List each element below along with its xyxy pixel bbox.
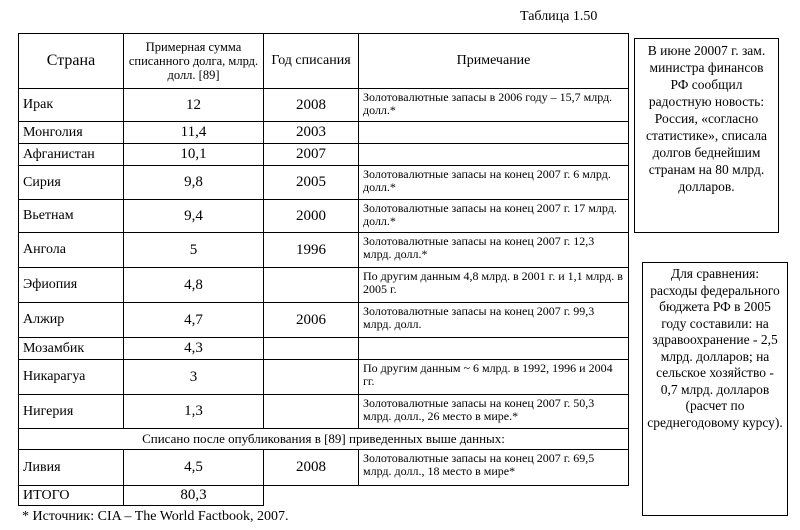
- table-cell: 9,8: [123, 165, 264, 200]
- side-box: В июне 20007 г. зам. министра финансов Р…: [634, 38, 779, 233]
- table-row: Монголия 11,4 2003: [18, 121, 629, 144]
- table-cell: 10,1: [123, 143, 264, 166]
- debt-table: Страна Примерная сумма списанного долга, …: [18, 33, 629, 506]
- table-cell: 5: [123, 232, 264, 268]
- table-cell: [263, 394, 359, 429]
- table-cell: 80,3: [123, 485, 264, 506]
- table-cell: Вьетнам: [18, 199, 124, 233]
- table-cell: 2008: [263, 88, 359, 122]
- table-row: Вьетнам 9,4 2000 Золотовалютные запасы на к…: [18, 199, 629, 233]
- table-cell: 11,4: [123, 121, 264, 144]
- table-cell: [358, 337, 629, 360]
- table-cell: Ирак: [18, 88, 124, 122]
- table-cell: 1,3: [123, 394, 264, 429]
- table-cell: [358, 143, 629, 166]
- header-cell: Год списания: [263, 33, 359, 89]
- table-cell: 2003: [263, 121, 359, 144]
- table-row: Алжир 4,7 2006 Золотовалютные запасы на кон…: [18, 302, 629, 338]
- table-row: Сирия 9,8 2005 Золотовалютные запасы на кон…: [18, 165, 629, 200]
- table-cell: Афганистан: [18, 143, 124, 166]
- table-cell: 2000: [263, 199, 359, 233]
- table-cell: Монголия: [18, 121, 124, 144]
- table-cell: Алжир: [18, 302, 124, 338]
- table-cell: 4,7: [123, 302, 264, 338]
- table-cell: Золотовалютные запасы в 2006 году – 15,7…: [358, 88, 629, 122]
- caption: Таблица 1.50: [520, 9, 598, 24]
- table-cell: 2005: [263, 165, 359, 200]
- table-cell: ИТОГО: [18, 485, 124, 506]
- footnote: * Источник: CIA – The World Factbook, 20…: [22, 509, 289, 524]
- table-cell: [358, 121, 629, 144]
- header-cell: Примерная сумма списанного долга, млрд. …: [123, 33, 264, 89]
- table-cell: По другим данным 4,8 млрд. в 2001 г. и 1…: [358, 267, 629, 303]
- table-cell: [263, 267, 359, 303]
- table-cell: Ливия: [18, 449, 124, 486]
- header-cell: Примечание: [358, 33, 629, 89]
- table-row: Ангола 5 1996 Золотовалютные запасы на коне…: [18, 232, 629, 268]
- table-cell: Золотовалютные запасы на конец 2007 г. 6…: [358, 449, 629, 486]
- table-row: Эфиопия 4,8 По другим данным 4,8 млрд. в 2…: [18, 267, 629, 303]
- table-row: Ливия 4,5 2008 Золотовалютные запасы на кон…: [18, 449, 629, 486]
- table-cell: Нигерия: [18, 394, 124, 429]
- table-cell: 4,8: [123, 267, 264, 303]
- table-cell: 4,3: [123, 337, 264, 360]
- side-box: Для сравнения: расходы федерального бюдж…: [642, 262, 788, 516]
- table-cell: 1996: [263, 232, 359, 268]
- table-cell: [263, 337, 359, 360]
- table-cell: Ангола: [18, 232, 124, 268]
- table-cell: 9,4: [123, 199, 264, 233]
- table-row: Мозамбик 4,3: [18, 337, 629, 360]
- table-row: Нигерия 1,3 Золотовалютные запасы на конец…: [18, 394, 629, 429]
- table-cell: 2007: [263, 143, 359, 166]
- table-row: Ирак 12 2008 Золотовалютные запасы в 2006 г…: [18, 88, 629, 122]
- table-cell: По другим данным ~ 6 млрд. в 1992, 1996 …: [358, 359, 629, 395]
- table-cell: Золотовалютные запасы на конец 2007 г. 1…: [358, 199, 629, 233]
- table-cell: 2006: [263, 302, 359, 338]
- table-cell: Золотовалютные запасы на конец 2007 г. 9…: [358, 302, 629, 338]
- table-cell: Мозамбик: [18, 337, 124, 360]
- table-cell: 12: [123, 88, 264, 122]
- table-cell: Золотовалютные запасы на конец 2007 г. 5…: [358, 394, 629, 429]
- table-cell: [263, 359, 359, 395]
- table-cell: Золотовалютные запасы на конец 2007 г. 6…: [358, 165, 629, 200]
- table-cell: Никарагуа: [18, 359, 124, 395]
- table-cell: 4,5: [123, 449, 264, 486]
- table-row: Никарагуа 3 По другим данным ~ 6 млрд. в 1…: [18, 359, 629, 395]
- table-cell: Списано после опубликования в [89] приве…: [18, 428, 629, 450]
- table-cell: [264, 486, 629, 506]
- table-cell: 3: [123, 359, 264, 395]
- table-cell: Золотовалютные запасы на конец 2007 г. 1…: [358, 232, 629, 268]
- table-cell: 2008: [263, 449, 359, 486]
- header-cell: Страна: [18, 33, 124, 89]
- table-cell: Эфиопия: [18, 267, 124, 303]
- table-row: Списано после опубликования в [89] приве…: [18, 428, 629, 450]
- table-row: ИТОГО 80,3: [18, 485, 629, 506]
- table-row: Афганистан 10,1 2007: [18, 143, 629, 166]
- table-cell: Сирия: [18, 165, 124, 200]
- table-row: Страна Примерная сумма списанного долга, …: [18, 33, 629, 89]
